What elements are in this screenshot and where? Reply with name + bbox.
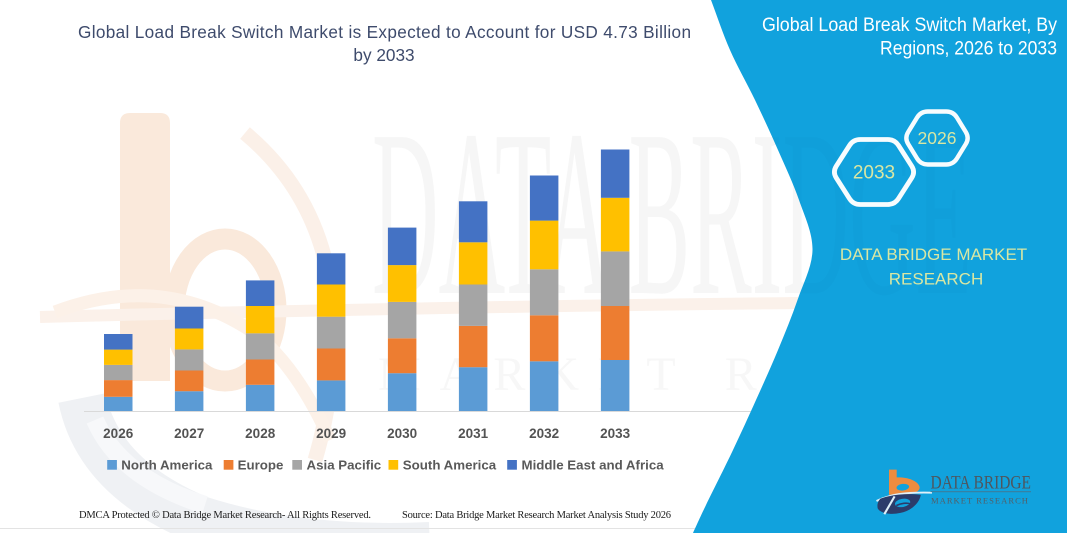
svg-text:2026: 2026 xyxy=(103,426,134,441)
svg-text:2026: 2026 xyxy=(918,128,957,148)
svg-text:North America: North America xyxy=(121,458,213,473)
svg-text:RESEARCH: RESEARCH xyxy=(889,270,983,289)
svg-text:2033: 2033 xyxy=(600,426,631,441)
svg-text:DATA BRIDGE MARKET: DATA BRIDGE MARKET xyxy=(840,245,1027,264)
svg-text:2029: 2029 xyxy=(316,426,346,441)
svg-text:Source: Data Bridge Market Res: Source: Data Bridge Market Research Mark… xyxy=(402,510,671,521)
svg-text:Regions, 2026 to 2033: Regions, 2026 to 2033 xyxy=(880,38,1057,60)
svg-text:DMCA Protected © Data Bridge M: DMCA Protected © Data Bridge Market Rese… xyxy=(79,510,371,521)
svg-text:Middle East and Africa: Middle East and Africa xyxy=(522,458,665,473)
svg-text:2032: 2032 xyxy=(529,426,559,441)
svg-text:Global Load Break Switch Marke: Global Load Break Switch Market, By xyxy=(762,14,1057,36)
svg-text:Global Load Break Switch Marke: Global Load Break Switch Market is Expec… xyxy=(78,22,691,42)
svg-text:2031: 2031 xyxy=(458,426,489,441)
svg-text:2028: 2028 xyxy=(245,426,276,441)
svg-text:Asia Pacific: Asia Pacific xyxy=(307,458,382,473)
svg-text:South America: South America xyxy=(403,458,497,473)
svg-text:DATA BRIDGE: DATA BRIDGE xyxy=(931,472,1032,493)
svg-text:Europe: Europe xyxy=(238,458,284,473)
svg-text:2033: 2033 xyxy=(853,163,895,184)
svg-text:2027: 2027 xyxy=(174,426,204,441)
svg-text:2030: 2030 xyxy=(387,426,417,441)
svg-text:by 2033: by 2033 xyxy=(353,45,414,65)
svg-text:MARKET RESEARCH: MARKET RESEARCH xyxy=(931,495,1030,505)
